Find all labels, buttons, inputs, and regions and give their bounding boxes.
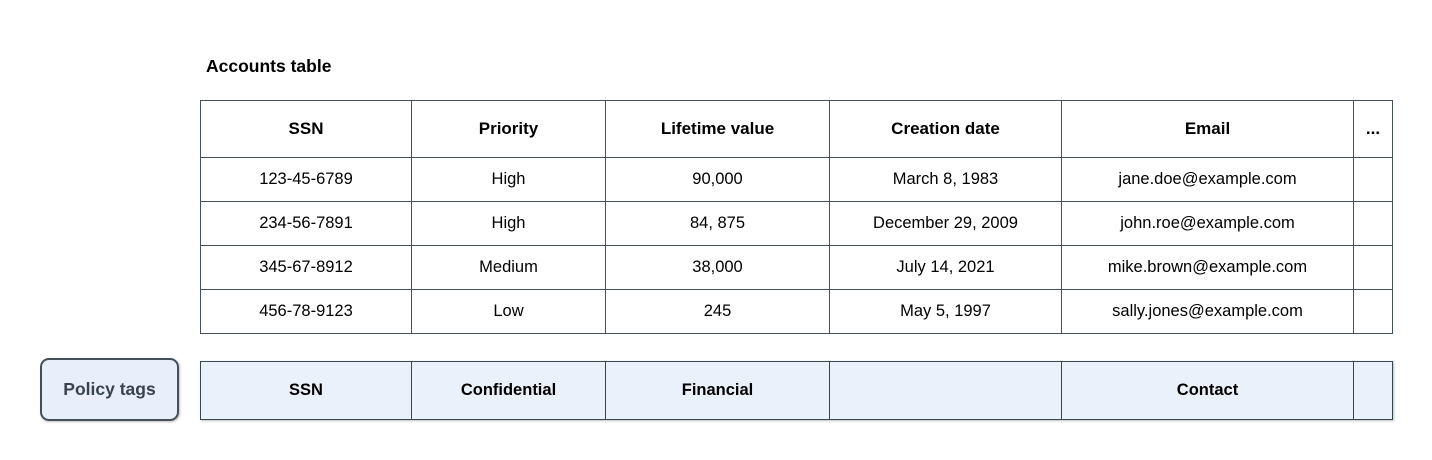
cell-creation-date: March 8, 1983 [829,157,1062,202]
cell-email: mike.brown@example.com [1061,245,1354,290]
cell-priority: High [411,201,606,246]
column-header-lifetime-value: Lifetime value [605,100,830,158]
cell-lifetime-value: 90,000 [605,157,830,202]
policy-tag-ssn: SSN [200,361,412,420]
header-row: SSN Priority Lifetime value Creation dat… [200,100,1393,158]
policy-tag-financial: Financial [605,361,830,420]
cell-ssn: 123-45-6789 [200,157,412,202]
cell-ellipsis [1353,201,1393,246]
cell-ellipsis [1353,245,1393,290]
cell-email: sally.jones@example.com [1061,289,1354,334]
cell-ssn: 345-67-8912 [200,245,412,290]
cell-email: john.roe@example.com [1061,201,1354,246]
policy-tag-confidential: Confidential [411,361,606,420]
accounts-table-title: Accounts table [206,56,332,76]
cell-lifetime-value: 84, 875 [605,201,830,246]
cell-creation-date: May 5, 1997 [829,289,1062,334]
policy-tags-cells: SSN Confidential Financial Contact [200,361,1393,420]
cell-priority: Medium [411,245,606,290]
cell-ssn: 234-56-7891 [200,201,412,246]
cell-creation-date: July 14, 2021 [829,245,1062,290]
policy-tags-row: SSN Confidential Financial Contact [200,361,1393,420]
cell-ellipsis [1353,157,1393,202]
cell-lifetime-value: 38,000 [605,245,830,290]
policy-tags-button-label: Policy tags [63,379,156,399]
column-header-email: Email [1061,100,1354,158]
cell-lifetime-value: 245 [605,289,830,334]
cell-ellipsis [1353,289,1393,334]
table-row: 456-78-9123 Low 245 May 5, 1997 sally.jo… [200,289,1393,334]
policy-tag-empty [829,361,1062,420]
cell-creation-date: December 29, 2009 [829,201,1062,246]
table-row: 234-56-7891 High 84, 875 December 29, 20… [200,201,1393,246]
policy-tags-button[interactable]: Policy tags [40,358,179,421]
column-header-ellipsis: ... [1353,100,1393,158]
column-header-ssn: SSN [200,100,412,158]
table-row: 123-45-6789 High 90,000 March 8, 1983 ja… [200,157,1393,202]
policy-tag-contact: Contact [1061,361,1354,420]
policy-tag-empty-narrow [1353,361,1393,420]
accounts-table: SSN Priority Lifetime value Creation dat… [200,100,1393,334]
cell-priority: High [411,157,606,202]
cell-email: jane.doe@example.com [1061,157,1354,202]
cell-ssn: 456-78-9123 [200,289,412,334]
cell-priority: Low [411,289,606,334]
table-row: 345-67-8912 Medium 38,000 July 14, 2021 … [200,245,1393,290]
column-header-priority: Priority [411,100,606,158]
column-header-creation-date: Creation date [829,100,1062,158]
